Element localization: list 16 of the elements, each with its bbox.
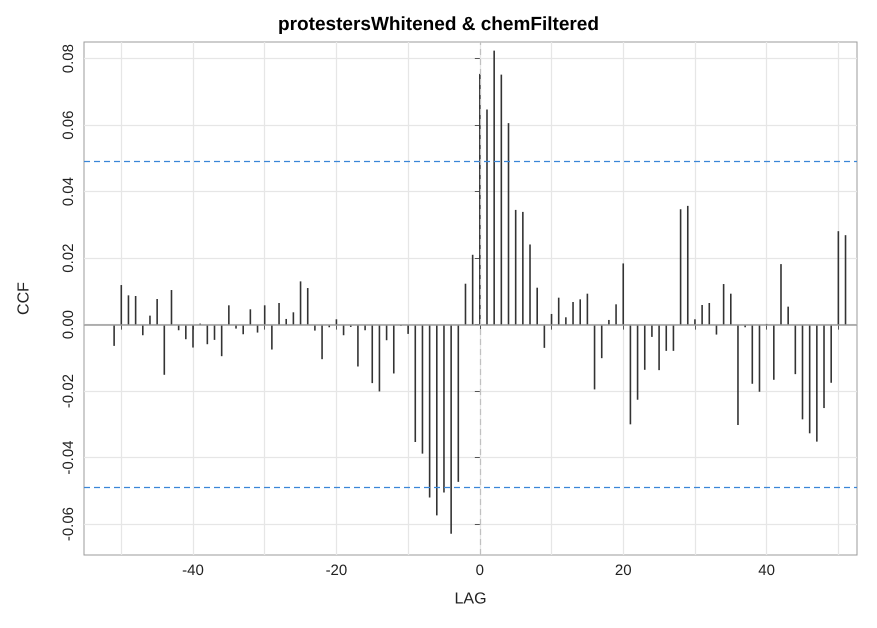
x-tick-label: -20 bbox=[326, 562, 348, 579]
y-tick-label: 0.06 bbox=[60, 110, 77, 140]
y-tick-label: -0.06 bbox=[60, 506, 77, 542]
chart-title: protestersWhitened & chemFiltered bbox=[278, 14, 599, 35]
x-tick-label: -40 bbox=[182, 562, 204, 579]
y-axis-title: CCF bbox=[16, 282, 32, 315]
y-tick-label: 0.04 bbox=[60, 177, 77, 206]
x-axis-title: LAG bbox=[454, 590, 487, 608]
y-tick-label: 0.08 bbox=[60, 44, 77, 74]
y-tick-label: -0.02 bbox=[60, 374, 77, 408]
y-tick-label: 0.02 bbox=[60, 244, 77, 273]
y-tick-label: -0.04 bbox=[60, 440, 77, 475]
x-tick-label: 20 bbox=[614, 562, 632, 579]
x-tick-label: 40 bbox=[758, 562, 775, 579]
y-tick-label: 0.00 bbox=[60, 310, 77, 340]
x-tick-label: 0 bbox=[476, 562, 484, 579]
